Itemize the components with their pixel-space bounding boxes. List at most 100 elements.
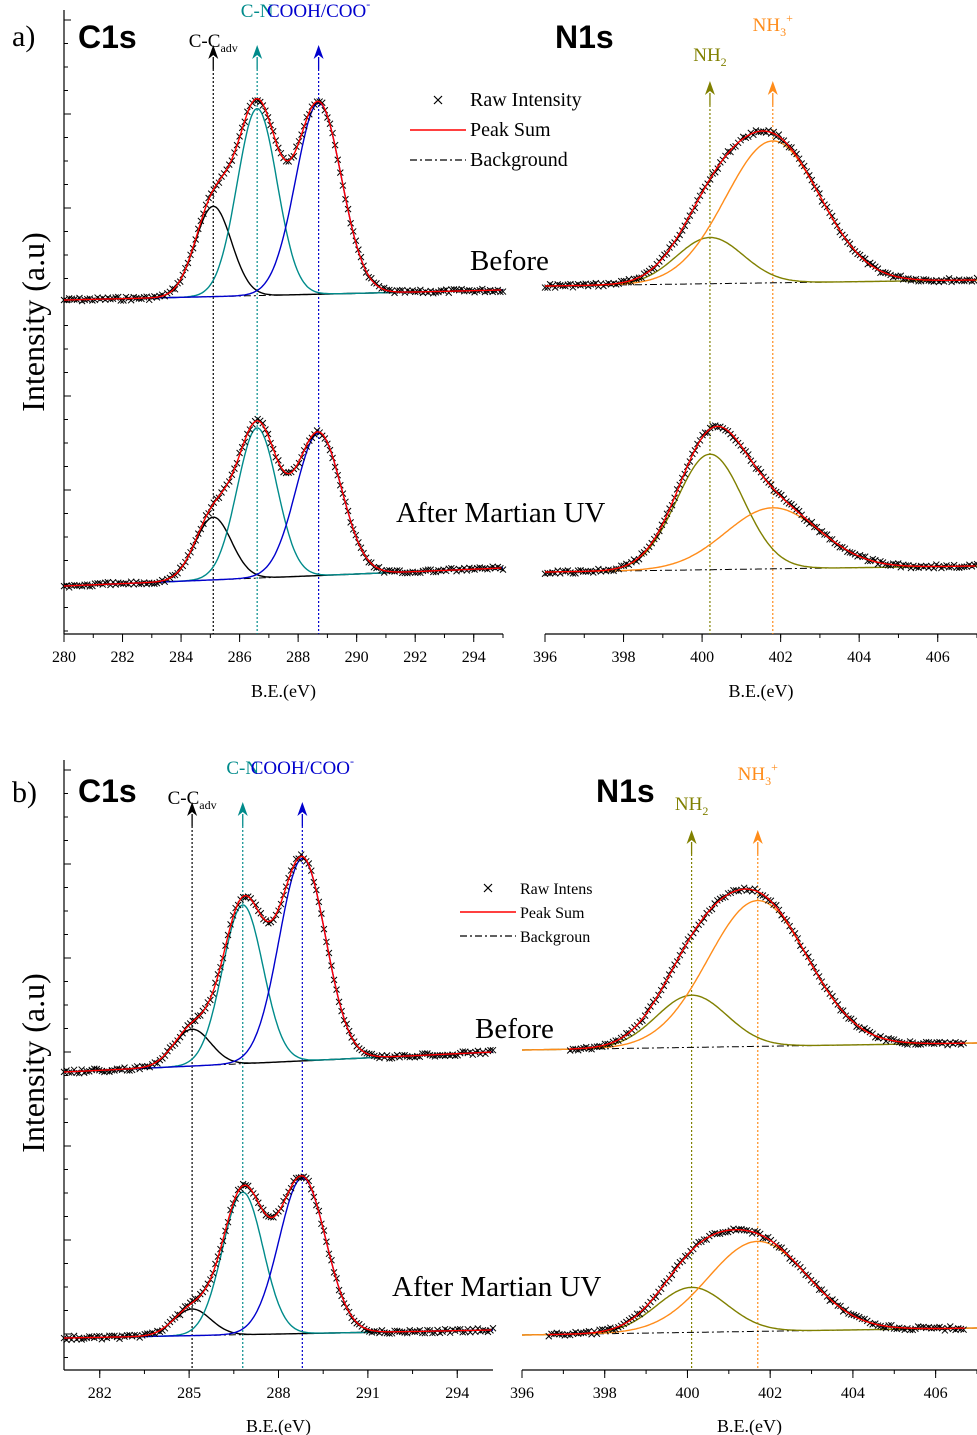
raw-point — [80, 1335, 88, 1342]
raw-point — [444, 1051, 451, 1059]
peak-arrow-head — [252, 45, 263, 59]
raw-point — [473, 564, 481, 572]
raw-point — [60, 582, 68, 590]
raw-point — [564, 281, 572, 288]
legend: Raw Intensity Peak Sum Background — [410, 89, 582, 171]
x-tick-label: 280 — [52, 649, 76, 666]
raw-point — [432, 289, 440, 296]
x-axis-label: B.E.(eV) — [246, 1416, 311, 1435]
raw-point — [454, 1326, 462, 1333]
raw-point — [365, 558, 373, 566]
series-after-martian-uv — [522, 1225, 977, 1340]
peak-label: COOH/COO- — [267, 0, 370, 22]
series-after-martian-uv: After Martian UV — [60, 1173, 601, 1344]
peak-arrow-head — [208, 45, 219, 59]
raw-point — [381, 1329, 388, 1336]
component-curve — [64, 102, 503, 301]
raw-point — [437, 287, 445, 294]
raw-point — [777, 491, 785, 499]
raw-point — [181, 1303, 189, 1310]
x-axis-label: B.E.(eV) — [717, 1416, 782, 1435]
x-tick-label: 398 — [612, 649, 636, 666]
raw-point — [108, 1332, 116, 1340]
peak-label-sup: + — [786, 11, 793, 25]
peak-label: NH2 — [675, 794, 708, 818]
peak-arrow-head — [313, 45, 324, 59]
raw-point — [813, 1280, 820, 1288]
panel-label: b) — [12, 776, 37, 809]
raw-point — [775, 131, 783, 138]
component-curve — [64, 1191, 493, 1339]
panel-a: a) Intensity (a.u) C1s 280 282 284 286 288 290 29… — [12, 0, 977, 702]
component-curve — [64, 1177, 493, 1339]
peak-sum-curve — [548, 1229, 965, 1336]
peak-label: NH2 — [693, 45, 726, 69]
x-tick-label: 286 — [228, 649, 252, 666]
raw-point — [861, 255, 869, 263]
raw-point — [318, 99, 326, 107]
raw-point — [91, 580, 99, 588]
raw-point — [191, 1017, 199, 1025]
raw-point — [401, 569, 409, 577]
raw-point — [401, 1329, 409, 1336]
peak-arrow-head — [297, 802, 308, 816]
x-tick-label: 400 — [690, 649, 714, 666]
legend-raw-marker — [433, 95, 443, 105]
x-tick-label: 291 — [356, 1385, 380, 1402]
raw-point — [176, 1311, 184, 1319]
component-curve — [545, 140, 977, 287]
raw-point — [958, 277, 966, 285]
raw-point — [777, 136, 785, 144]
raw-point — [778, 1244, 785, 1252]
raw-point — [816, 528, 823, 536]
x-tick-label: 284 — [169, 649, 193, 666]
raw-point — [174, 569, 181, 577]
raw-point — [845, 1015, 852, 1022]
peak-label-sub: adv — [220, 41, 237, 55]
peak-label-sup: + — [771, 760, 778, 774]
series-after-martian-uv — [541, 422, 977, 578]
raw-point — [874, 1322, 882, 1329]
peak-label: C-N — [226, 758, 259, 779]
raw-point — [821, 1289, 828, 1297]
peak-label-sub: 3 — [780, 25, 786, 39]
peak-sum-curve — [63, 855, 492, 1073]
series-before — [541, 127, 977, 291]
raw-point — [85, 1333, 93, 1340]
panel-label: a) — [12, 20, 35, 53]
raw-point — [708, 905, 716, 913]
raw-point — [795, 507, 803, 515]
raw-point — [429, 568, 437, 576]
peak-label-sub: 2 — [721, 55, 727, 69]
raw-point — [882, 561, 889, 568]
peak-sum-curve — [545, 130, 976, 287]
x-tick-label: 290 — [345, 649, 369, 666]
raw-point — [89, 297, 96, 304]
raw-point — [772, 901, 780, 909]
raw-point — [641, 1305, 649, 1312]
x-tick-label: 398 — [593, 1385, 617, 1402]
peak-sum-curve — [64, 97, 502, 301]
condition-label: Before — [470, 245, 549, 277]
x-tick-label: 404 — [841, 1385, 865, 1402]
raw-point — [194, 1012, 202, 1020]
raw-point — [933, 1039, 941, 1046]
x-axis-label: B.E.(eV) — [729, 681, 794, 702]
peak-label-main: C-C — [168, 788, 200, 809]
x-tick-label: 282 — [88, 1385, 112, 1402]
plot-title: C1s — [78, 773, 137, 809]
legend-label: Background — [470, 149, 568, 171]
raw-point — [759, 1234, 767, 1242]
legend-label: Raw Intens — [520, 881, 592, 898]
peak-label-main: NH — [693, 45, 721, 66]
raw-point — [884, 561, 892, 569]
peak-label: C-Cadv — [168, 788, 217, 812]
component-curve — [64, 107, 503, 301]
raw-point — [574, 567, 582, 575]
raw-point — [140, 293, 148, 301]
y-axis-label: Intensity (a.u) — [15, 232, 51, 412]
peak-label: C-N — [241, 1, 274, 22]
x-tick-label: 402 — [758, 1385, 782, 1402]
x-tick-label: 294 — [445, 1385, 469, 1402]
